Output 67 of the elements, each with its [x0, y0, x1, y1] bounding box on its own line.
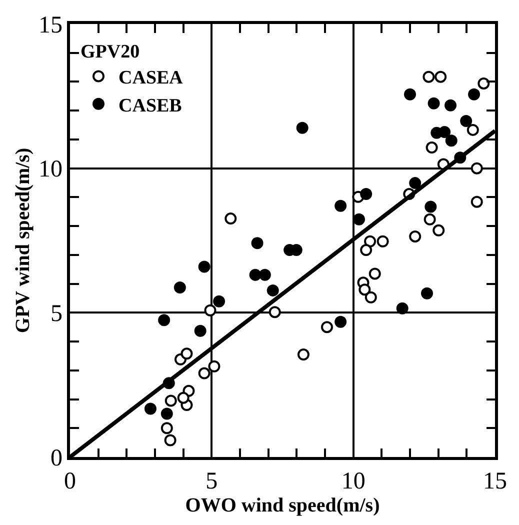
point [266, 284, 279, 296]
point [438, 126, 451, 138]
point [249, 268, 262, 281]
point [158, 314, 170, 326]
legend-label: CASEB [118, 95, 182, 116]
point [258, 268, 271, 281]
point [251, 237, 264, 250]
point [409, 230, 422, 242]
legend-title: GPV20 [80, 41, 140, 62]
point [334, 316, 347, 328]
point [424, 200, 437, 213]
point [460, 114, 472, 127]
point [360, 188, 372, 200]
point [428, 97, 440, 110]
point [177, 392, 190, 404]
point [164, 394, 177, 407]
point [360, 244, 372, 256]
point [194, 324, 206, 337]
point [432, 224, 445, 236]
point [320, 321, 333, 334]
point [426, 142, 438, 154]
point [180, 348, 193, 360]
point [409, 177, 422, 190]
point [434, 70, 447, 83]
point [478, 77, 490, 90]
point [404, 88, 416, 100]
point [208, 360, 220, 372]
point [334, 200, 347, 212]
point [160, 408, 173, 420]
x-tick-label: 10 [341, 468, 366, 495]
point [144, 402, 156, 415]
point [297, 348, 310, 361]
point [174, 282, 186, 294]
point [444, 99, 457, 112]
point [213, 295, 226, 308]
y-tick-label: 5 [50, 301, 62, 328]
point [396, 302, 408, 314]
point [198, 260, 210, 273]
y-tick-label: 15 [38, 12, 62, 38]
point [466, 124, 479, 136]
point [358, 284, 371, 296]
point [470, 162, 483, 174]
x-tick-label: 15 [483, 468, 507, 495]
point [224, 212, 237, 225]
legend-label: CASEA [118, 68, 184, 89]
point [198, 367, 210, 380]
y-axis-title: GPV wind speed(m/s) [12, 148, 34, 334]
point [421, 287, 433, 300]
point [204, 304, 216, 316]
point [353, 213, 365, 226]
point [470, 196, 483, 208]
point [368, 268, 381, 280]
y-tick-label: 0 [50, 445, 62, 472]
x-axis-title: OWO wind speed(m/s) [185, 494, 380, 517]
x-tick-label: 5 [206, 468, 218, 495]
point [445, 134, 458, 147]
point [422, 70, 435, 83]
point [160, 422, 173, 434]
point [268, 306, 281, 318]
point [468, 88, 480, 100]
point [376, 235, 389, 248]
y-tick-label: 10 [38, 156, 62, 183]
point [364, 235, 376, 248]
point [164, 434, 176, 446]
point [424, 213, 436, 226]
point [364, 291, 377, 304]
point [296, 122, 308, 134]
